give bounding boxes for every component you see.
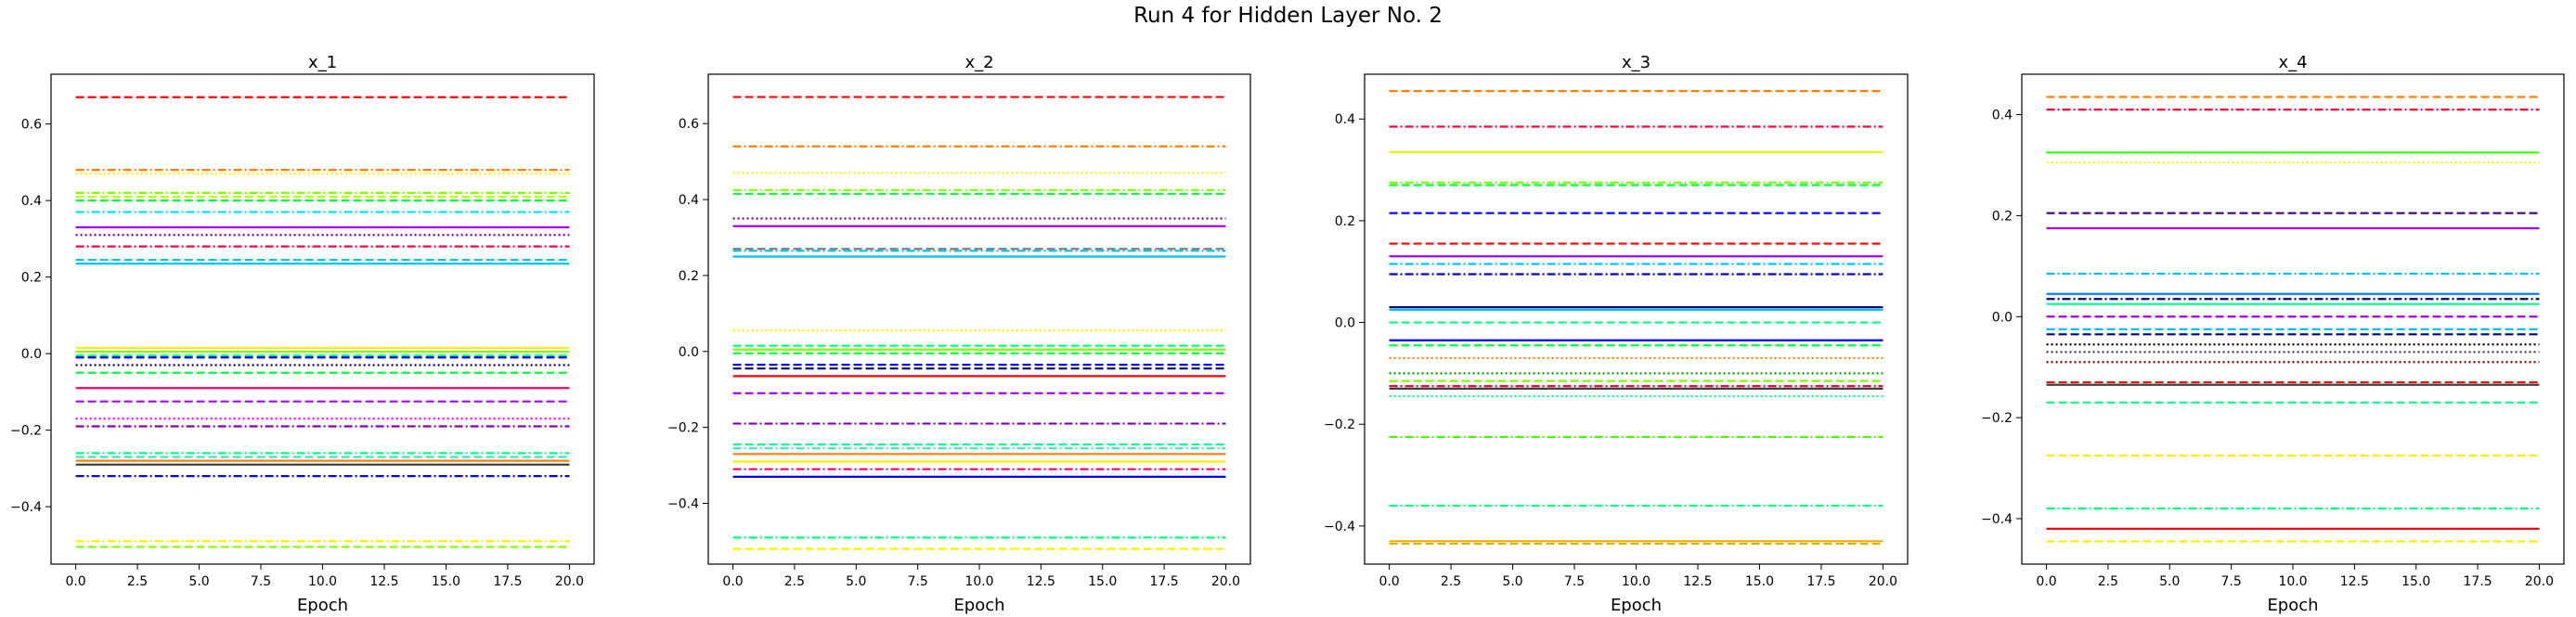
x-tick-label: 17.5 — [493, 574, 522, 589]
x-tick-label: 17.5 — [1150, 574, 1179, 589]
y-tick-label: −0.4 — [1324, 520, 1355, 534]
y-tick-label: 0.2 — [1992, 209, 2013, 224]
y-tick-label: −0.2 — [10, 424, 42, 439]
y-tick-label: 0.6 — [21, 118, 42, 133]
x-tick-label: 2.5 — [1441, 574, 1461, 589]
y-tick-label: 0.0 — [1335, 316, 1355, 331]
x-tick-label: 5.0 — [846, 574, 866, 589]
x-tick-label: 20.0 — [1211, 574, 1240, 589]
y-tick-label: 0.2 — [679, 269, 699, 284]
y-tick-label: −0.2 — [667, 421, 699, 436]
x-tick-label: 12.5 — [1027, 574, 1055, 589]
x-tick-label: 10.0 — [964, 574, 993, 589]
subplot-title: x_2 — [964, 53, 993, 72]
x-tick-label: 20.0 — [555, 574, 584, 589]
y-tick-label: 0.0 — [21, 347, 42, 362]
subplot-x_4: 0.0 2.5 5.0 7.5 10.0 12.5 15.0 17.5 20.0 −0.4 −0.2… — [1981, 53, 2565, 615]
y-tick-label: 0.6 — [679, 117, 699, 132]
axes-frame — [2021, 73, 2565, 565]
axes-frame — [1364, 73, 1909, 565]
y-tick-label: 0.4 — [21, 194, 42, 209]
y-tick-label: −0.2 — [1324, 418, 1355, 432]
y-tick-label: −0.4 — [667, 497, 699, 512]
subplot-x_2: 0.0 2.5 5.0 7.5 10.0 12.5 15.0 17.5 20.0 −0.4 −0.2… — [667, 53, 1251, 615]
y-tick-label: −0.2 — [1981, 411, 2013, 426]
axes-frame — [50, 73, 595, 565]
x-tick-label: 17.5 — [1806, 574, 1835, 589]
subplot-title: x_3 — [1622, 53, 1650, 72]
x-tick-label: 15.0 — [1088, 574, 1117, 589]
x-tick-label: 7.5 — [2221, 574, 2242, 589]
x-tick-label: 0.0 — [1379, 574, 1399, 589]
y-tick-label: 0.4 — [1335, 112, 1355, 127]
x-tick-label: 0.0 — [65, 574, 85, 589]
x-tick-label: 20.0 — [1869, 574, 1897, 589]
x-tick-label: 20.0 — [2525, 574, 2554, 589]
x-tick-label: 5.0 — [1502, 574, 1522, 589]
x-tick-label: 7.5 — [251, 574, 271, 589]
x-tick-label: 5.0 — [188, 574, 209, 589]
x-axis-label: Epoch — [953, 596, 1004, 615]
x-axis-label: Epoch — [1611, 596, 1662, 615]
y-tick-label: 0.2 — [1335, 214, 1355, 229]
y-tick-label: −0.4 — [10, 500, 42, 515]
y-tick-label: 0.4 — [1992, 109, 2013, 123]
x-tick-label: 10.0 — [1622, 574, 1650, 589]
y-tick-label: 0.2 — [21, 271, 42, 286]
x-tick-label: 2.5 — [127, 574, 148, 589]
x-tick-label: 12.5 — [2340, 574, 2369, 589]
x-tick-label: 17.5 — [2464, 574, 2492, 589]
x-tick-label: 15.0 — [1745, 574, 1774, 589]
x-tick-label: 5.0 — [2159, 574, 2180, 589]
subplot-x_3: 0.0 2.5 5.0 7.5 10.0 12.5 15.0 17.5 20.0 −0.4 −0.2… — [1324, 53, 1909, 615]
x-tick-label: 15.0 — [2401, 574, 2430, 589]
x-tick-label: 10.0 — [308, 574, 337, 589]
x-tick-label: 2.5 — [2098, 574, 2118, 589]
x-tick-label: 10.0 — [2278, 574, 2307, 589]
axes-frame — [707, 73, 1251, 565]
x-axis-label: Epoch — [2267, 596, 2318, 615]
x-tick-label: 7.5 — [1564, 574, 1585, 589]
y-tick-label: 0.4 — [679, 193, 699, 208]
subplot-x_1: 0.0 2.5 5.0 7.5 10.0 12.5 15.0 17.5 20.0 −0.4 −0.2… — [10, 53, 595, 615]
x-tick-label: 0.0 — [722, 574, 743, 589]
x-tick-label: 7.5 — [908, 574, 928, 589]
y-tick-label: 0.0 — [1992, 310, 2013, 325]
y-tick-label: −0.4 — [1981, 512, 2013, 527]
subplot-title: x_4 — [2278, 53, 2307, 72]
x-tick-label: 2.5 — [784, 574, 805, 589]
y-tick-label: 0.0 — [679, 345, 699, 360]
x-tick-label: 12.5 — [369, 574, 398, 589]
x-tick-label: 12.5 — [1683, 574, 1712, 589]
subplot-title: x_1 — [308, 53, 337, 72]
figure-title: Run 4 for Hidden Layer No. 2 — [1133, 4, 1443, 28]
x-axis-label: Epoch — [297, 596, 348, 615]
x-tick-label: 0.0 — [2036, 574, 2056, 589]
x-tick-label: 15.0 — [432, 574, 460, 589]
